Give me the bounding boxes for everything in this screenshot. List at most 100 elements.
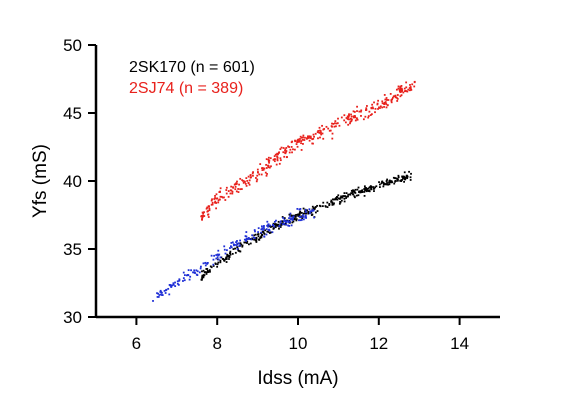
- data-point: [210, 203, 213, 206]
- data-point: [165, 289, 167, 292]
- data-point: [261, 227, 264, 230]
- data-point: [403, 176, 406, 179]
- data-point: [357, 194, 360, 197]
- data-point: [253, 238, 256, 241]
- y-tick-label-30: 30: [63, 308, 82, 327]
- data-point: [370, 188, 373, 191]
- data-point: [209, 265, 212, 268]
- data-point: [348, 118, 350, 121]
- data-point: [331, 122, 333, 125]
- data-point: [283, 222, 285, 225]
- data-point: [335, 122, 338, 125]
- data-point: [243, 238, 246, 241]
- data-point: [205, 271, 208, 274]
- data-point: [374, 186, 376, 189]
- data-point: [383, 103, 386, 106]
- data-point: [236, 246, 239, 249]
- data-point: [403, 180, 405, 183]
- data-point: [410, 172, 412, 175]
- data-point: [223, 196, 225, 199]
- data-point: [263, 227, 265, 230]
- data-point: [238, 244, 241, 247]
- data-point: [270, 165, 272, 168]
- data-point: [295, 143, 298, 145]
- data-point: [212, 265, 215, 267]
- data-point: [320, 133, 323, 136]
- data-point: [231, 190, 234, 193]
- data-point: [176, 282, 179, 285]
- data-point: [249, 174, 252, 176]
- data-point: [273, 160, 276, 163]
- data-point: [275, 163, 278, 166]
- data-point: [291, 221, 294, 224]
- data-point: [401, 179, 403, 181]
- data-point: [263, 167, 266, 170]
- ticks: 6 8 10 12 14 30 35 40 45 50: [63, 36, 469, 353]
- data-point: [385, 179, 388, 182]
- data-point: [403, 171, 406, 174]
- data-point: [178, 279, 181, 282]
- y-axis-label: Yfs (mS): [30, 144, 51, 218]
- data-point: [284, 149, 286, 152]
- data-point: [293, 148, 296, 151]
- data-point: [253, 229, 256, 231]
- data-point: [223, 259, 225, 261]
- data-point: [358, 191, 360, 193]
- data-point: [210, 254, 213, 257]
- data-point: [296, 207, 299, 210]
- data-point: [379, 183, 381, 186]
- data-point: [273, 223, 275, 226]
- data-point: [334, 120, 337, 123]
- data-point: [239, 242, 242, 245]
- data-point: [159, 290, 162, 293]
- data-point: [319, 129, 321, 132]
- data-point: [246, 240, 249, 243]
- data-point: [267, 164, 269, 167]
- data-point: [367, 187, 370, 190]
- data-point: [350, 113, 352, 116]
- data-point: [224, 199, 227, 201]
- data-point: [227, 195, 230, 198]
- data-point: [331, 202, 334, 205]
- data-point: [289, 212, 292, 215]
- data-point: [300, 212, 303, 214]
- data-point: [411, 83, 414, 86]
- data-point: [189, 275, 192, 278]
- data-point: [241, 244, 244, 247]
- data-point: [207, 210, 209, 212]
- data-point: [397, 87, 400, 90]
- data-point: [266, 173, 268, 175]
- data-point: [413, 85, 416, 88]
- data-point: [215, 207, 218, 210]
- data-point: [215, 202, 218, 204]
- data-point: [340, 199, 343, 202]
- data-point: [289, 148, 292, 151]
- data-point: [265, 163, 268, 166]
- data-point: [174, 281, 176, 284]
- data-point: [371, 103, 374, 106]
- data-point: [233, 183, 236, 186]
- data-point: [244, 235, 247, 237]
- data-point: [275, 223, 278, 226]
- data-point: [280, 222, 283, 225]
- data-point: [279, 159, 282, 162]
- data-point: [336, 198, 339, 201]
- data-point: [397, 85, 400, 88]
- data-point: [229, 252, 232, 255]
- data-point: [202, 269, 205, 272]
- data-point: [219, 261, 222, 264]
- x-tick-label-6: 6: [132, 334, 141, 353]
- data-point: [287, 224, 289, 227]
- data-point: [314, 206, 317, 208]
- data-point: [255, 180, 258, 183]
- data-point: [400, 94, 403, 97]
- data-point: [410, 89, 413, 91]
- data-point: [363, 185, 366, 188]
- data-point: [298, 215, 301, 218]
- data-point: [238, 183, 240, 186]
- data-point: [318, 126, 321, 129]
- data-point: [182, 280, 184, 282]
- data-point: [294, 218, 296, 220]
- data-point: [323, 128, 326, 130]
